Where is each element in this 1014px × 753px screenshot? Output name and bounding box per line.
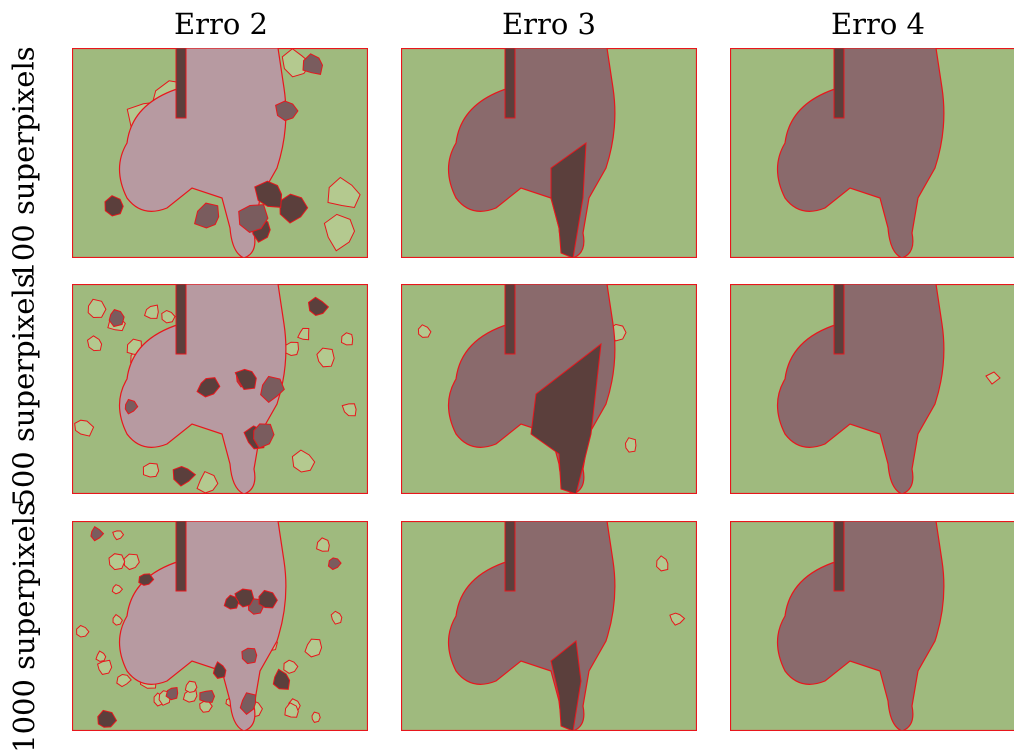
segmentation-figure: [72, 284, 368, 494]
panel-500-erro-4: [730, 284, 1014, 494]
superpixel-region: [143, 463, 158, 477]
row-label-text: 1000 superpixels: [7, 501, 41, 753]
row-label-text: 100 superpixels: [7, 46, 41, 279]
panel-100-erro-4: [730, 48, 1014, 258]
neck-region: [834, 48, 844, 118]
panel-500-erro-3: [401, 284, 697, 494]
neck-region: [834, 521, 844, 591]
row-label-100-superpixels: 100 superpixels: [0, 58, 48, 268]
segmentation-figure: [401, 521, 697, 731]
segmentation-figure: [730, 284, 1014, 494]
segmentation-figure: [72, 48, 368, 258]
panel-100-erro-3: [401, 48, 697, 258]
neck-region: [176, 284, 186, 354]
row-label-text: 500 superpixels: [7, 273, 41, 506]
column-title-erro-2: Erro 2: [71, 4, 371, 44]
superpixel-region: [285, 342, 298, 355]
neck-region: [505, 284, 515, 354]
superpixel-region: [626, 438, 636, 452]
neck-region: [505, 48, 515, 118]
row-label-500-superpixels: 500 superpixels: [0, 285, 48, 495]
panel-1000-erro-3: [401, 521, 697, 731]
neck-region: [834, 284, 844, 354]
neck-region: [505, 521, 515, 591]
neck-region: [176, 521, 186, 591]
segmentation-figure: [401, 48, 697, 258]
superpixel-region: [312, 712, 320, 722]
panel-500-erro-2: [72, 284, 368, 494]
segmentation-figure: [730, 48, 1014, 258]
column-title-erro-3: Erro 3: [399, 4, 699, 44]
panel-1000-erro-2: [72, 521, 368, 731]
neck-region: [176, 48, 186, 118]
panel-1000-erro-4: [730, 521, 1014, 731]
segmentation-figure: [401, 284, 697, 494]
segmentation-figure: [72, 521, 368, 731]
panel-100-erro-2: [72, 48, 368, 258]
column-title-erro-4: Erro 4: [728, 4, 1014, 44]
superpixel-region: [200, 691, 215, 703]
segmentation-figure: [730, 521, 1014, 731]
row-label-1000-superpixels: 1000 superpixels: [0, 522, 48, 732]
